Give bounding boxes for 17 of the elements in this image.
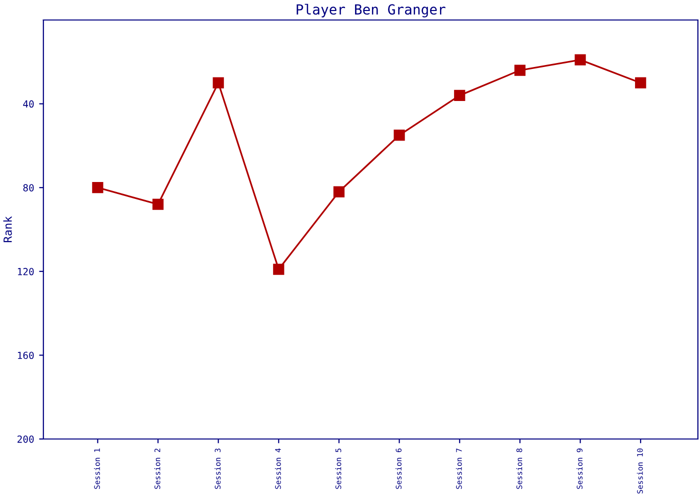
point (514, 64, 526, 76)
point (152, 198, 164, 210)
point (574, 54, 586, 66)
y-tick-label: 160 (18, 352, 34, 360)
point (212, 77, 224, 88)
y-tick-label: 40 (23, 100, 34, 108)
point (394, 130, 405, 141)
chart-title: Player Ben Granger (296, 4, 446, 18)
y-axis-title: Rank (3, 216, 12, 242)
point (333, 186, 345, 198)
point (92, 182, 104, 194)
point (635, 77, 646, 88)
y-tick-label: 120 (18, 268, 34, 276)
y-tick-label: 200 (18, 436, 34, 443)
point (454, 90, 466, 101)
y-tick-label: 80 (23, 184, 34, 192)
point (273, 264, 284, 275)
